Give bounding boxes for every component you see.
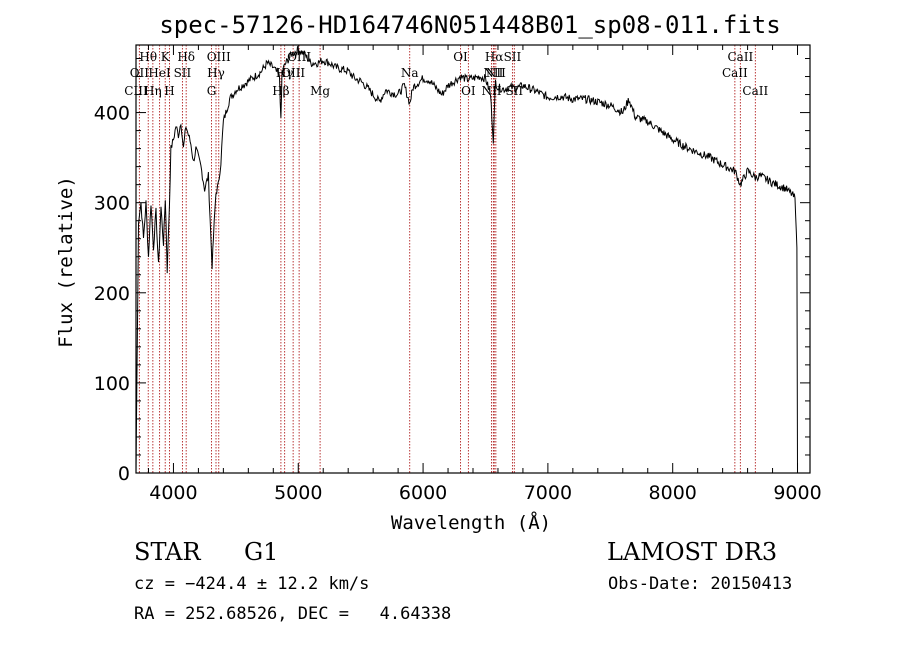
line-label-28: CaII [742,84,768,98]
x-tick-label-1: 5000 [274,482,322,504]
y-tick-label-4: 400 [94,103,130,125]
y-tick-label-1: 100 [94,373,130,395]
line-label-17: Na [401,66,419,80]
survey-name: LAMOST DR3 [607,538,778,566]
x-tick-label-4: 8000 [649,482,697,504]
spectrum-line [135,46,798,474]
x-tick-label-0: 4000 [149,482,197,504]
line-label-9: G [207,84,217,98]
line-label-6: H [164,84,174,98]
line-label-12: Hβ [272,84,289,98]
line-label-4: HeI [148,66,171,80]
y-axis-ticks: 0 100 200 300 400 [94,58,810,485]
spectral-line-markers [135,45,756,473]
line-label-5: K [161,50,171,64]
series-layer [135,46,798,474]
observation-date: Obs-Date: 20150413 [608,574,793,594]
line-label-27: CaII [727,50,753,64]
line-label-24: SII [504,50,522,64]
line-label-1: OII [130,66,150,80]
coordinates-readout: RA = 252.68526, DEC = 4.64338 [134,604,452,624]
x-axis-ticks: 4000 5000 6000 7000 8000 9000 [147,45,822,504]
x-tick-label-3: 7000 [524,482,572,504]
line-label-21: NII [483,66,503,80]
line-label-11: OIII [207,50,231,64]
line-label-16: Mg [310,84,330,98]
x-tick-label-2: 6000 [399,482,447,504]
y-tick-label-3: 300 [94,193,130,215]
redshift-readout: cz = −424.4 ± 12.2 km/s [134,574,370,594]
object-subclass: G1 [244,538,279,566]
line-label-19: OI [461,84,476,98]
y-axis-label: Flux (relative) [55,176,77,348]
line-label-3: Hη [144,84,162,98]
object-class: STAR [134,538,201,566]
spectral-line-labels: CIIIOIIHθHηHeIKHSIIHδGHγOIIIHβHγOIIIOIII… [124,50,768,98]
line-label-26: CaII [722,66,748,80]
line-label-13: Hγ [276,66,294,80]
y-tick-label-0: 0 [118,463,130,485]
x-tick-label-5: 9000 [773,482,821,504]
line-label-10: Hγ [207,66,225,80]
line-label-14: OIII [281,66,305,80]
line-label-25: SII [505,84,523,98]
plot-frame [135,44,811,474]
line-label-7: SII [174,66,192,80]
line-label-2: Hθ [139,50,157,64]
line-label-18: OI [453,50,468,64]
line-label-22: Hα [485,50,504,64]
x-axis-label: Wavelength (Å) [391,511,551,534]
line-label-23: NII [486,66,506,80]
spectrum-chart: spec-57126-HD164746N051448B01_sp08-011.f… [55,11,822,534]
line-label-8: Hδ [177,50,195,64]
y-tick-label-2: 200 [94,283,130,305]
chart-title: spec-57126-HD164746N051448B01_sp08-011.f… [159,11,780,39]
